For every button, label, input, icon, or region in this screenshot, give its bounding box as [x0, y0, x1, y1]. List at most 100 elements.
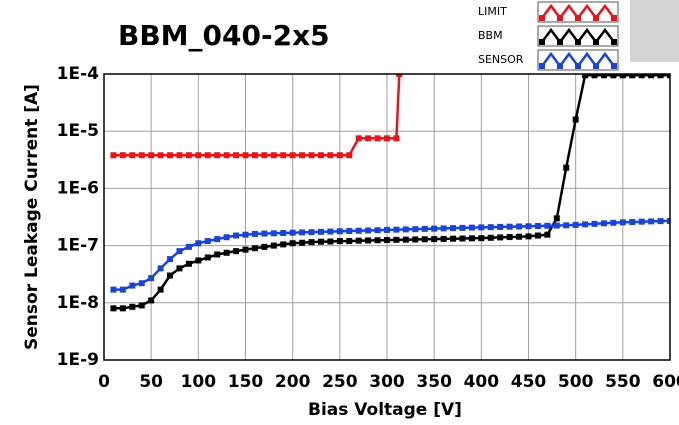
legend-swatch-marker — [575, 15, 581, 21]
x-tick-label: 500 — [558, 372, 594, 392]
data-point — [270, 152, 277, 159]
data-point — [280, 152, 287, 159]
data-point — [251, 245, 258, 252]
data-point — [534, 223, 541, 230]
data-point — [525, 233, 532, 240]
data-point — [591, 220, 598, 227]
data-point — [393, 236, 400, 243]
data-point — [648, 218, 655, 225]
data-point — [317, 228, 324, 235]
data-point — [355, 135, 362, 142]
x-tick-label: 300 — [369, 372, 405, 392]
x-axis-label: Bias Voltage [V] — [308, 400, 462, 420]
data-point — [478, 224, 485, 231]
data-point — [195, 240, 202, 247]
data-point — [242, 231, 249, 238]
data-point — [280, 230, 287, 237]
data-point — [110, 305, 117, 312]
data-point — [365, 135, 372, 142]
data-point — [393, 135, 400, 142]
y-tick-label: 1E-5 — [57, 121, 99, 141]
data-point — [657, 74, 664, 79]
data-point — [629, 74, 636, 79]
data-point — [119, 305, 126, 312]
data-point — [374, 227, 381, 234]
data-point — [525, 223, 532, 230]
data-point — [233, 248, 240, 255]
data-point — [553, 215, 560, 222]
data-point — [544, 231, 551, 238]
data-point — [129, 282, 136, 289]
legend-swatch-marker — [539, 15, 545, 21]
x-tick-label: 550 — [605, 372, 641, 392]
data-point — [317, 238, 324, 245]
legend-swatch-marker — [593, 39, 599, 45]
data-point — [346, 227, 353, 234]
data-point — [110, 286, 117, 293]
data-point — [582, 74, 589, 79]
y-tick-label: 1E-8 — [57, 293, 99, 313]
data-point — [506, 234, 513, 241]
data-point — [299, 239, 306, 246]
data-point — [261, 230, 268, 237]
data-point — [393, 226, 400, 233]
data-point — [619, 74, 626, 79]
legend-swatch-marker — [539, 63, 545, 69]
data-point — [223, 249, 230, 256]
data-point — [336, 238, 343, 245]
data-point — [157, 265, 164, 272]
x-tick-label: 600 — [652, 372, 679, 392]
data-point — [553, 222, 560, 229]
data-point — [506, 223, 513, 230]
data-point — [119, 152, 126, 159]
legend-swatch-marker — [557, 39, 563, 45]
data-point — [396, 74, 403, 77]
data-point — [327, 238, 334, 245]
x-tick-label: 250 — [322, 372, 358, 392]
data-point — [450, 235, 457, 242]
data-point — [138, 280, 145, 287]
data-point — [280, 241, 287, 248]
data-point — [129, 303, 136, 310]
data-point — [459, 224, 466, 231]
data-point — [600, 220, 607, 227]
data-point — [223, 152, 230, 159]
data-point — [308, 239, 315, 246]
data-point — [667, 74, 670, 79]
x-tick-label: 50 — [139, 372, 163, 392]
data-point — [204, 254, 211, 261]
data-point — [242, 152, 249, 159]
legend-entries: LIMIT BBM SENSOR — [478, 1, 619, 71]
data-point — [610, 219, 617, 226]
data-point — [336, 228, 343, 235]
data-point — [346, 152, 353, 159]
data-point — [308, 229, 315, 236]
data-point — [327, 228, 334, 235]
ticks: 0 50 100 150 200 250 300 350 400 450 500 550 600 1E-9… — [57, 64, 679, 392]
data-point — [629, 219, 636, 226]
data-point — [421, 236, 428, 243]
data-point — [138, 302, 145, 309]
data-point — [355, 237, 362, 244]
data-point — [431, 236, 438, 243]
data-point — [638, 218, 645, 225]
data-point — [600, 74, 607, 79]
data-point — [327, 152, 334, 159]
data-point — [119, 286, 126, 293]
legend-label: LIMIT — [478, 5, 507, 18]
legend-swatch-marker — [593, 15, 599, 21]
y-tick-label: 1E-9 — [57, 350, 99, 370]
data-point — [204, 152, 211, 159]
data-point — [242, 246, 249, 253]
data-point — [336, 152, 343, 159]
data-point — [308, 152, 315, 159]
data-point — [214, 251, 221, 258]
legend-swatch-marker — [575, 63, 581, 69]
data-point — [638, 74, 645, 79]
data-point — [317, 152, 324, 159]
legend-swatch-marker — [611, 63, 617, 69]
x-tick-label: 0 — [98, 372, 110, 392]
x-tick-label: 450 — [511, 372, 547, 392]
data-point — [487, 234, 494, 241]
